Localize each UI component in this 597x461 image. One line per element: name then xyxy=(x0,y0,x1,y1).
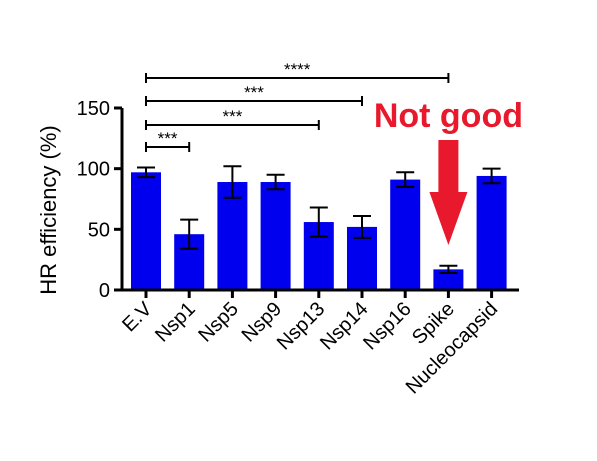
error-bar xyxy=(309,206,328,238)
significance-bracket: **** xyxy=(145,60,450,83)
significance-bracket: *** xyxy=(145,107,320,130)
y-tick-label: 150 xyxy=(77,98,110,120)
bar-nsp5 xyxy=(217,182,248,290)
bar-spike xyxy=(433,269,464,290)
error-bar xyxy=(353,214,371,239)
bar-nucleocapsid xyxy=(476,175,507,290)
y-tick-label: 100 xyxy=(77,159,110,181)
y-tick-label: 0 xyxy=(99,280,110,302)
annotation-arrow xyxy=(429,140,468,245)
significance-bracket: *** xyxy=(145,83,363,106)
significance-label: *** xyxy=(158,129,178,148)
significance-brackets: ************* xyxy=(145,60,450,152)
annotation-text: Not good xyxy=(374,97,523,135)
error-bar xyxy=(482,167,501,185)
x-tick-label: Nsp14 xyxy=(316,298,372,354)
annotation: Not good xyxy=(374,97,523,245)
error-bar xyxy=(137,166,155,179)
bars xyxy=(131,165,507,290)
error-bar xyxy=(180,218,199,250)
bar-e-v xyxy=(131,172,161,290)
error-bar xyxy=(223,165,242,199)
significance-label: *** xyxy=(222,107,242,126)
y-axis-label: HR efficiency (%) xyxy=(36,125,61,295)
x-tick-label: Nsp16 xyxy=(359,298,415,354)
x-tick-label: Nsp5 xyxy=(194,298,243,347)
error-bar xyxy=(396,171,415,188)
y-tick-label: 50 xyxy=(88,219,110,241)
significance-label: **** xyxy=(284,60,311,79)
error-bar xyxy=(439,264,458,275)
x-tick-label: Nsp13 xyxy=(273,298,329,354)
significance-label: *** xyxy=(244,83,264,102)
error-bar xyxy=(266,173,285,191)
bar-nsp16 xyxy=(390,179,421,290)
bar-nsp9 xyxy=(260,182,291,290)
x-tick-label: Nsp1 xyxy=(151,298,200,347)
significance-bracket: *** xyxy=(145,129,191,152)
